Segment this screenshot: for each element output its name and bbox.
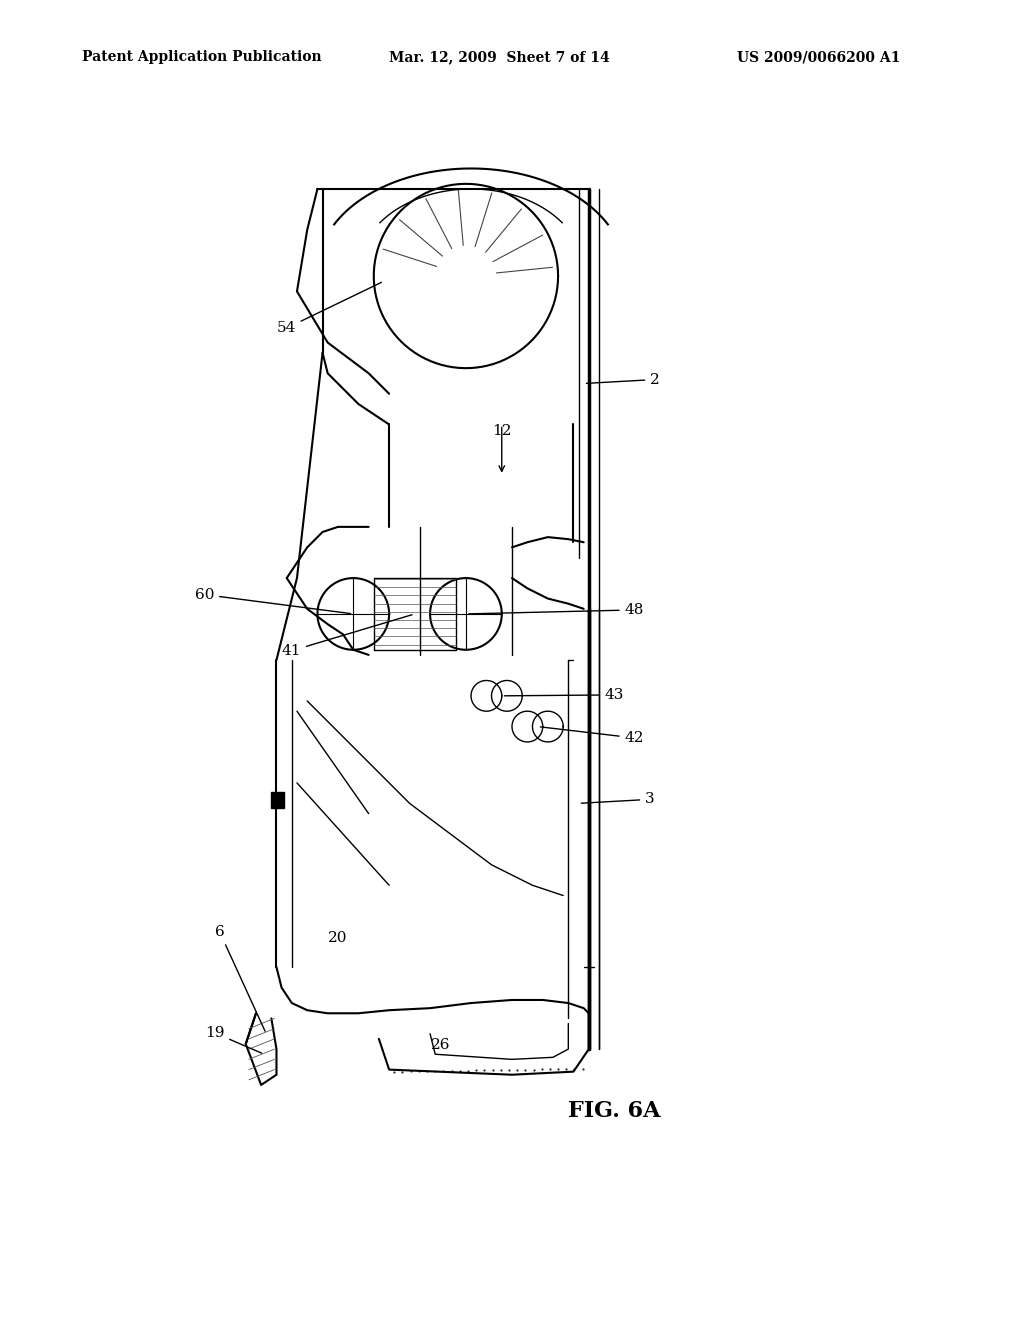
Text: Mar. 12, 2009  Sheet 7 of 14: Mar. 12, 2009 Sheet 7 of 14 bbox=[389, 50, 610, 65]
Text: 20: 20 bbox=[328, 931, 348, 945]
Text: 43: 43 bbox=[505, 688, 624, 702]
Text: 12: 12 bbox=[492, 424, 512, 438]
Text: 48: 48 bbox=[469, 603, 644, 616]
Bar bbox=[271, 792, 284, 808]
Text: 41: 41 bbox=[282, 615, 412, 657]
Text: 19: 19 bbox=[205, 1026, 262, 1053]
Text: 3: 3 bbox=[582, 792, 654, 807]
Text: Patent Application Publication: Patent Application Publication bbox=[82, 50, 322, 65]
Text: 54: 54 bbox=[276, 282, 382, 335]
Text: FIG. 6A: FIG. 6A bbox=[568, 1100, 660, 1122]
Text: 26: 26 bbox=[430, 1038, 451, 1052]
Text: 2: 2 bbox=[587, 372, 660, 387]
Text: US 2009/0066200 A1: US 2009/0066200 A1 bbox=[737, 50, 901, 65]
Text: 42: 42 bbox=[541, 727, 644, 744]
Text: 60: 60 bbox=[195, 587, 350, 614]
Text: 6: 6 bbox=[215, 925, 265, 1031]
